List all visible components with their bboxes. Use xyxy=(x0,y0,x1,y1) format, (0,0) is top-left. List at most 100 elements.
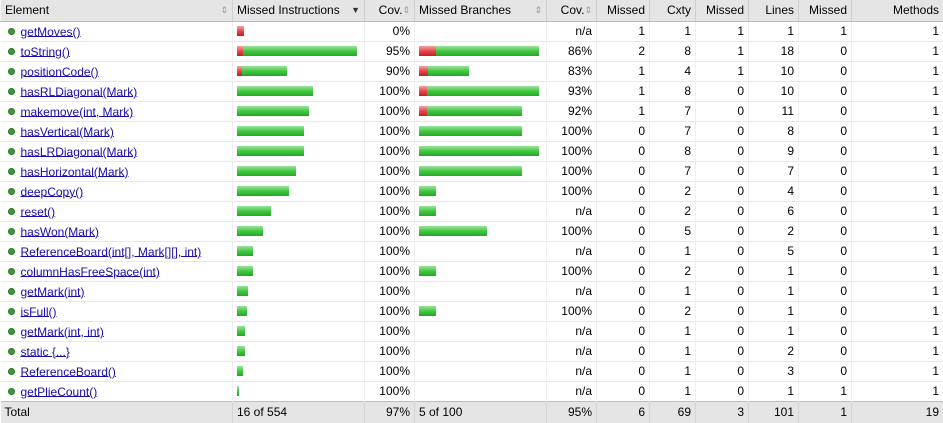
missed-cxty-value: 0 xyxy=(597,361,650,381)
cxty-value: 1 xyxy=(650,21,696,41)
branches-bar-graphic xyxy=(419,106,542,116)
public-method-icon xyxy=(8,148,15,155)
missed-methods-value: 0 xyxy=(799,141,852,161)
header-missed-methods[interactable]: Missed xyxy=(799,0,852,21)
header-element[interactable]: Element⇕ xyxy=(1,0,233,21)
method-link[interactable]: hasHorizontal(Mark) xyxy=(21,164,129,178)
sort-icon[interactable]: ⇕ xyxy=(534,5,542,16)
branches-bar xyxy=(415,121,547,141)
header-methods[interactable]: Methods xyxy=(852,0,943,21)
instructions-bar xyxy=(233,81,365,101)
branches-bar xyxy=(415,61,547,81)
method-link[interactable]: hasWon(Mark) xyxy=(21,224,99,238)
public-method-icon xyxy=(8,108,15,115)
method-link[interactable]: positionCode() xyxy=(21,64,99,78)
instructions-coverage: 100% xyxy=(365,121,415,141)
method-link[interactable]: getPlieCount() xyxy=(21,384,98,398)
header-lines[interactable]: Lines xyxy=(749,0,799,21)
covered-bar xyxy=(237,346,245,356)
header-missed-instructions[interactable]: Missed Instructions▼ xyxy=(233,0,365,21)
sort-icon[interactable]: ⇕ xyxy=(402,5,410,16)
header-missed-lines[interactable]: Missed xyxy=(696,0,749,21)
cxty-value: 2 xyxy=(650,261,696,281)
missed-methods-value: 0 xyxy=(799,101,852,121)
method-link[interactable]: getMark(int, int) xyxy=(21,324,104,338)
header-missed-branches[interactable]: Missed Branches⇕ xyxy=(415,0,547,21)
method-link[interactable]: makemove(int, Mark) xyxy=(21,104,134,118)
branches-bar-graphic xyxy=(419,166,542,176)
sort-icon[interactable]: ⇕ xyxy=(584,5,592,16)
methods-value: 1 xyxy=(852,41,943,61)
table-row[interactable]: ReferenceBoard(int[], Mark[][], int)100%… xyxy=(1,241,943,261)
covered-bar xyxy=(237,306,247,316)
instructions-coverage: 90% xyxy=(365,61,415,81)
branches-bar-graphic xyxy=(419,286,542,296)
method-link[interactable]: reset() xyxy=(21,204,56,218)
branches-bar xyxy=(415,181,547,201)
branches-bar-graphic xyxy=(419,46,542,56)
method-link[interactable]: getMoves() xyxy=(21,24,81,38)
instructions-bar xyxy=(233,101,365,121)
method-link[interactable]: toString() xyxy=(21,44,70,58)
method-cell: hasVertical(Mark) xyxy=(1,121,233,141)
instructions-bar xyxy=(233,381,365,401)
missed-cxty-value: 1 xyxy=(597,61,650,81)
method-link[interactable]: columnHasFreeSpace(int) xyxy=(21,264,160,278)
sort-icon[interactable]: ⇕ xyxy=(220,5,228,16)
instructions-bar-graphic xyxy=(237,246,360,256)
method-link[interactable]: ReferenceBoard() xyxy=(21,364,116,378)
covered-bar xyxy=(419,226,487,236)
instructions-bar-graphic xyxy=(237,186,360,196)
instructions-coverage: 100% xyxy=(365,81,415,101)
method-link[interactable]: hasRLDiagonal(Mark) xyxy=(21,84,138,98)
lines-value: 18 xyxy=(749,41,799,61)
method-cell: reset() xyxy=(1,201,233,221)
header-instructions-coverage[interactable]: Cov.⇕ xyxy=(365,0,415,21)
method-cell: hasWon(Mark) xyxy=(1,221,233,241)
instructions-coverage: 100% xyxy=(365,161,415,181)
header-missed-complexity[interactable]: Missed xyxy=(597,0,650,21)
sort-descending-icon[interactable]: ▼ xyxy=(351,5,360,15)
instructions-bar-graphic xyxy=(237,286,360,296)
missed-cxty-value: 0 xyxy=(597,121,650,141)
branches-coverage: n/a xyxy=(547,21,597,41)
methods-value: 1 xyxy=(852,361,943,381)
method-link[interactable]: static {...} xyxy=(21,344,70,358)
method-link[interactable]: hasLRDiagonal(Mark) xyxy=(21,144,138,158)
method-link[interactable]: getMark(int) xyxy=(21,284,85,298)
methods-value: 1 xyxy=(852,141,943,161)
header-complexity[interactable]: Cxty xyxy=(650,0,696,21)
covered-bar xyxy=(237,166,296,176)
method-link[interactable]: hasVertical(Mark) xyxy=(21,124,114,138)
missed-lines-value: 0 xyxy=(696,341,749,361)
public-method-icon xyxy=(8,68,15,75)
public-method-icon xyxy=(8,228,15,235)
public-method-icon xyxy=(8,168,15,175)
header-branches-coverage[interactable]: Cov.⇕ xyxy=(547,0,597,21)
lines-value: 2 xyxy=(749,221,799,241)
covered-bar xyxy=(419,126,522,136)
instructions-coverage: 100% xyxy=(365,221,415,241)
lines-value: 8 xyxy=(749,121,799,141)
method-link[interactable]: ReferenceBoard(int[], Mark[][], int) xyxy=(21,244,202,258)
method-link[interactable]: isFull() xyxy=(21,304,57,318)
method-link[interactable]: deepCopy() xyxy=(21,184,84,198)
